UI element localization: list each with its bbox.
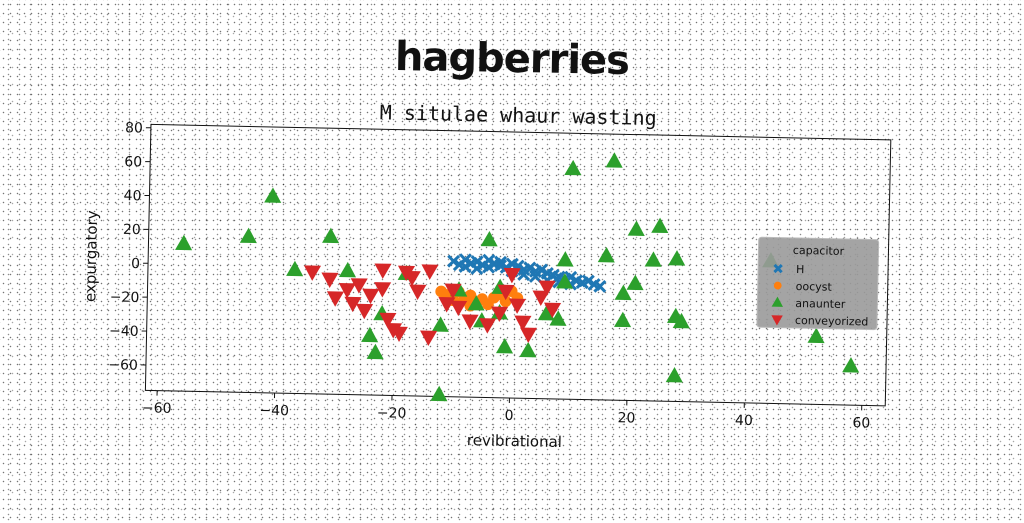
- x-tick-label: 60: [852, 415, 870, 431]
- data-point-anaunter: [614, 312, 631, 328]
- y-tick-label: 0: [131, 256, 140, 272]
- y-axis: −60 −40 −20 0 20 40 60 80: [108, 120, 151, 374]
- x-axis: −60 −40 −20 0 20 40 60: [142, 390, 871, 431]
- data-point-anaunter: [628, 220, 645, 236]
- x-tick-label: 20: [617, 410, 635, 426]
- chart-subtitle: M situlae whaur wasting: [380, 100, 657, 130]
- data-point-anaunter: [240, 227, 257, 243]
- legend-label-H: H: [796, 263, 805, 276]
- series-H: [448, 254, 606, 292]
- data-point-anaunter: [361, 327, 378, 343]
- legend-label-anaunter: anaunter: [795, 297, 846, 311]
- data-point-conveyorized: [304, 265, 321, 281]
- y-tick-label: 80: [125, 120, 143, 136]
- x-tick-label: −60: [142, 400, 172, 417]
- data-point-conveyorized: [356, 304, 373, 320]
- data-point-anaunter: [627, 275, 644, 291]
- x-tick-label: −40: [259, 403, 289, 420]
- data-point-conveyorized: [450, 301, 467, 317]
- data-point-conveyorized: [409, 285, 426, 301]
- data-point-anaunter: [430, 386, 447, 402]
- data-point-anaunter: [481, 231, 498, 247]
- data-point-conveyorized: [420, 330, 437, 346]
- data-point-anaunter: [367, 344, 384, 360]
- data-point-anaunter: [322, 227, 339, 243]
- data-point-anaunter: [264, 187, 281, 203]
- y-tick-label: −40: [109, 323, 139, 340]
- data-point-anaunter: [175, 235, 192, 251]
- data-point-conveyorized: [509, 298, 526, 314]
- legend-label-oocyst: oocyst: [796, 280, 833, 294]
- data-point-conveyorized: [421, 264, 438, 280]
- x-tick-label: 0: [504, 408, 513, 424]
- y-axis-label: expurgatory: [81, 210, 101, 302]
- data-point-anaunter: [606, 152, 623, 168]
- x-tick-label: 40: [735, 413, 753, 429]
- data-point-anaunter: [432, 316, 449, 332]
- legend-title: capacitor: [793, 244, 845, 258]
- y-tick-label: 40: [123, 188, 141, 204]
- data-point-anaunter: [519, 342, 536, 358]
- data-point-anaunter: [564, 160, 581, 176]
- data-point-anaunter: [666, 367, 683, 383]
- data-point-anaunter: [842, 357, 859, 373]
- data-point-conveyorized: [362, 289, 379, 305]
- data-point-anaunter: [496, 338, 513, 354]
- x-axis-label: revibrational: [467, 431, 562, 451]
- y-tick-label: −60: [108, 357, 138, 374]
- data-point-conveyorized: [327, 291, 344, 307]
- y-tick-label: 60: [124, 154, 142, 170]
- data-point-anaunter: [651, 217, 668, 233]
- data-point-anaunter: [286, 261, 303, 277]
- data-point-conveyorized: [520, 327, 537, 343]
- data-point-anaunter: [339, 262, 356, 278]
- data-point-anaunter: [598, 247, 615, 263]
- y-tick-label: 20: [123, 222, 141, 238]
- data-point-conveyorized: [321, 272, 338, 288]
- legend-label-conveyorized: conveyorized: [795, 314, 869, 329]
- data-point-anaunter: [557, 251, 574, 267]
- data-point-anaunter: [645, 251, 662, 267]
- data-point-conveyorized: [374, 263, 391, 279]
- data-point-anaunter: [808, 327, 825, 343]
- y-tick-label: −20: [110, 289, 140, 306]
- data-point-anaunter: [668, 250, 685, 266]
- x-tick-label: −20: [377, 405, 407, 422]
